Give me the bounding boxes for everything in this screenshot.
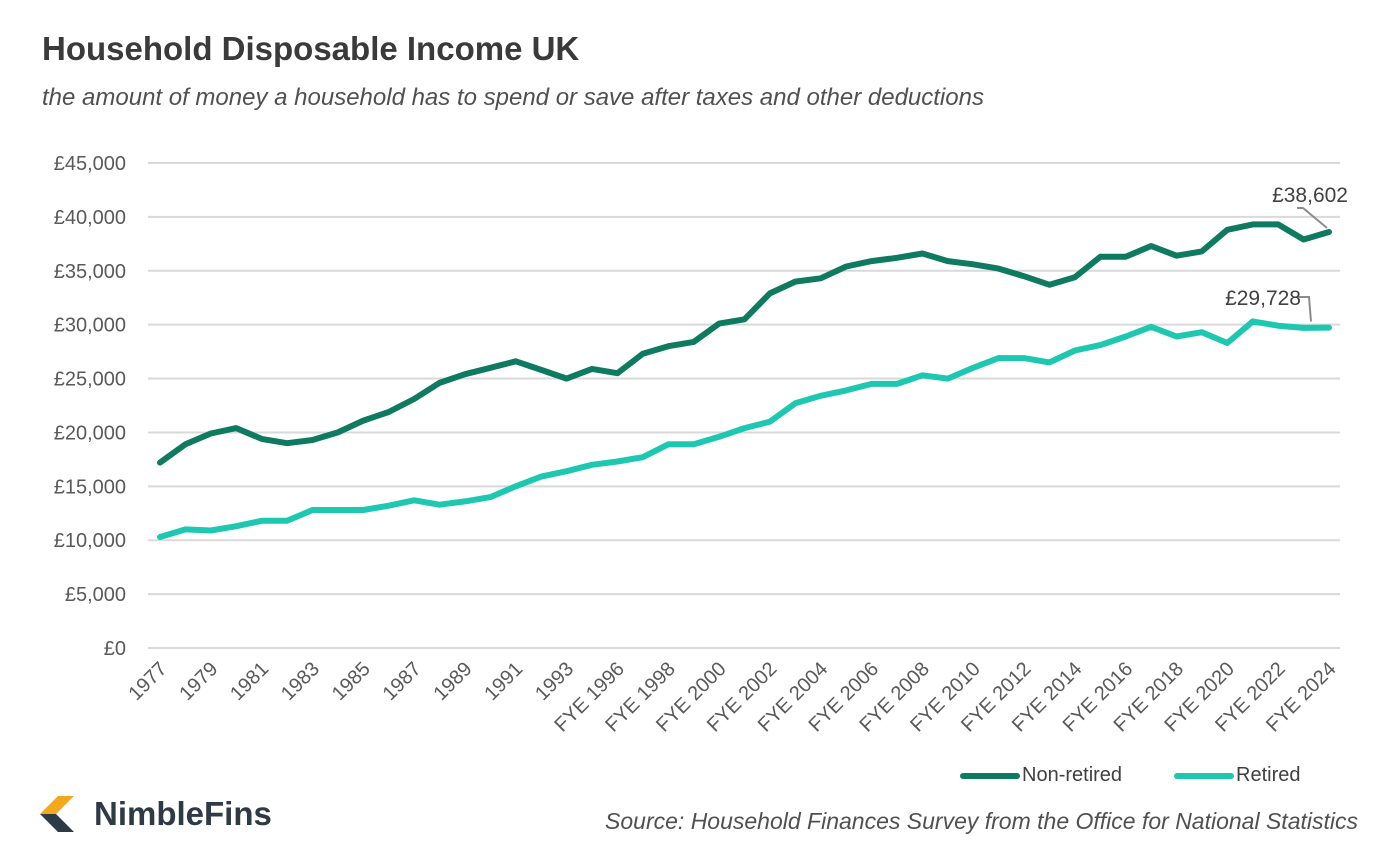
x-tick-label: 1983 bbox=[277, 658, 324, 705]
end-label-leader-non-retired bbox=[1297, 206, 1328, 229]
x-tick-label: 1985 bbox=[328, 658, 375, 705]
series-line-retired bbox=[157, 318, 1332, 540]
chart-subtitle: the amount of money a household has to s… bbox=[42, 84, 984, 111]
legend-swatch-non-retired bbox=[960, 772, 1020, 779]
y-tick-label: £20,000 bbox=[54, 422, 126, 444]
x-tick-label: 1989 bbox=[429, 658, 476, 705]
end-label-non-retired: £38,602 bbox=[1272, 184, 1348, 207]
series-line-non-retired bbox=[157, 221, 1332, 466]
end-label-retired: £29,728 bbox=[1225, 287, 1301, 310]
x-tick-label: 1981 bbox=[226, 658, 273, 705]
legend-label-retired: Retired bbox=[1236, 764, 1301, 786]
x-tick-label: 1979 bbox=[175, 658, 222, 705]
legend-swatch-retired bbox=[1174, 772, 1235, 779]
y-tick-label: £10,000 bbox=[54, 530, 126, 552]
y-tick-label: £5,000 bbox=[65, 584, 126, 606]
y-tick-label: £40,000 bbox=[54, 207, 126, 229]
y-tick-label: £35,000 bbox=[54, 261, 126, 283]
brand-logo-icon bbox=[40, 796, 74, 832]
x-tick-label: 1993 bbox=[531, 658, 578, 705]
x-tick-label: 1977 bbox=[125, 658, 172, 705]
legend: Non-retired Retired bbox=[960, 764, 1353, 787]
y-tick-label: £15,000 bbox=[54, 476, 126, 498]
legend-item-non-retired: Non-retired bbox=[960, 764, 1122, 787]
y-tick-label: £30,000 bbox=[54, 315, 126, 337]
legend-label-non-retired: Non-retired bbox=[1022, 764, 1123, 786]
brand-logo: NimbleFins bbox=[38, 792, 272, 836]
y-tick-label: £0 bbox=[104, 638, 126, 660]
brand-name: NimbleFins bbox=[94, 795, 272, 832]
x-tick-label: 1987 bbox=[379, 658, 426, 705]
end-label-leader-retired bbox=[1297, 296, 1312, 322]
y-tick-label: £45,000 bbox=[54, 153, 126, 175]
legend-item-retired: Retired bbox=[1174, 764, 1301, 787]
y-tick-label: £25,000 bbox=[54, 369, 126, 391]
x-tick-label: 1991 bbox=[480, 658, 527, 705]
chart-title: Household Disposable Income UK bbox=[42, 30, 580, 67]
source-note: Source: Household Finances Survey from t… bbox=[605, 808, 1358, 834]
